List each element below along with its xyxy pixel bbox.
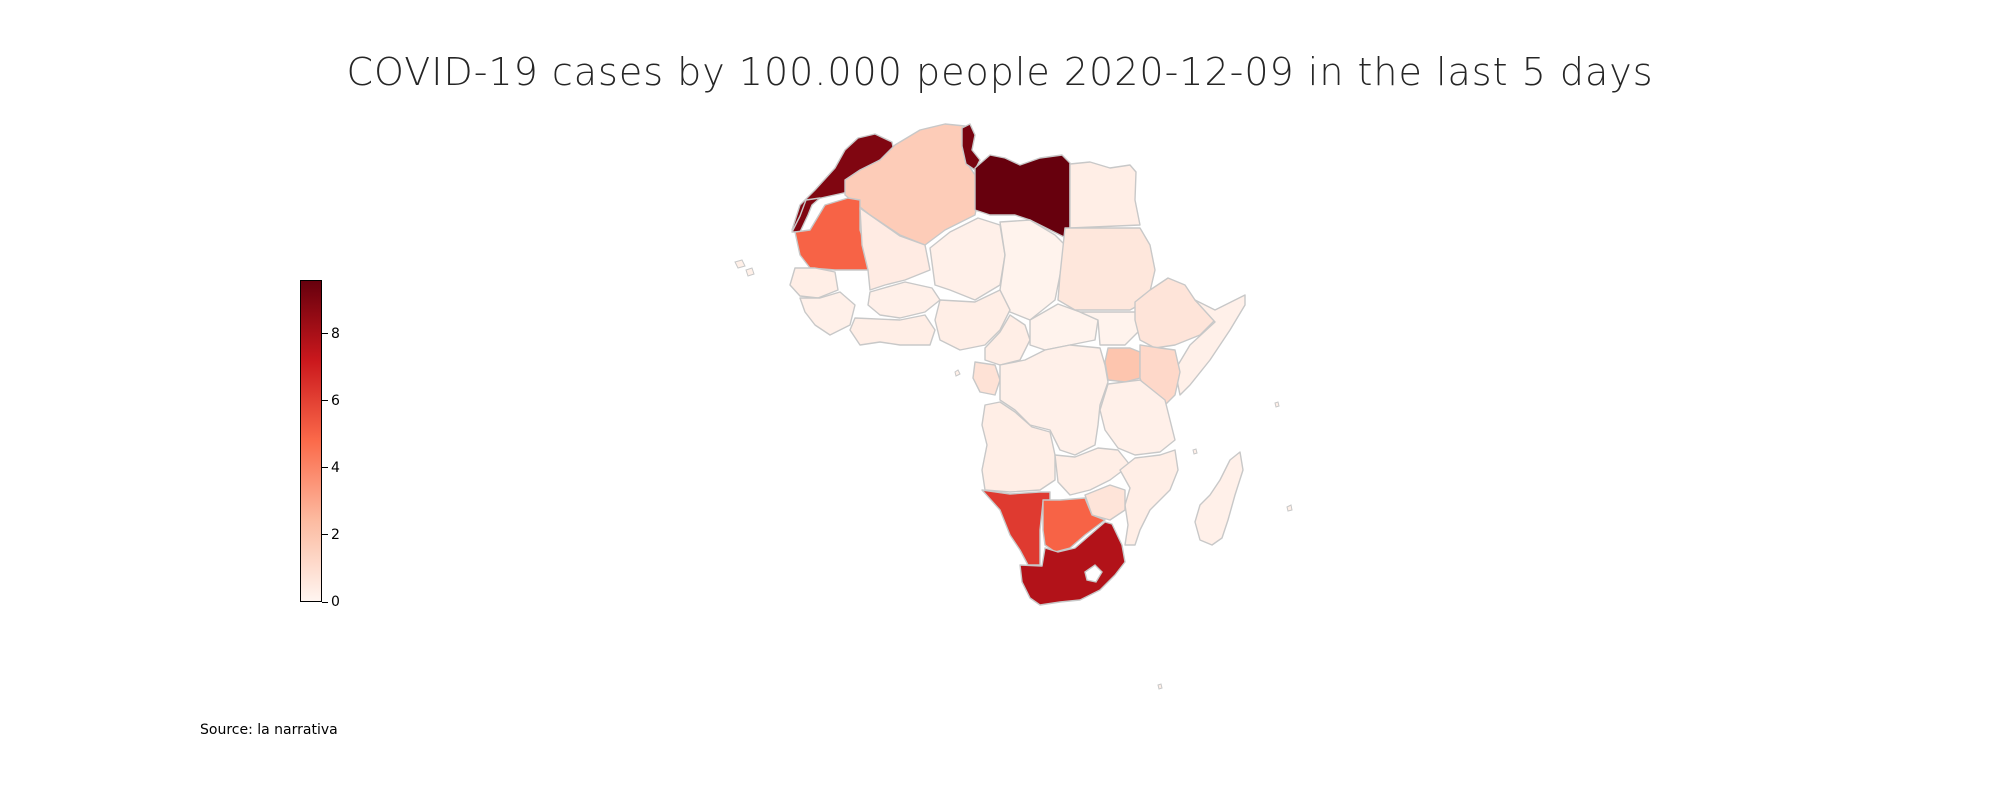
source-note: Source: la narrativa xyxy=(200,722,338,738)
colorbar-tick xyxy=(322,333,328,335)
country-mozambique[interactable] xyxy=(1119,449,1179,546)
country-western-sahara[interactable] xyxy=(791,197,821,233)
island-seychelles xyxy=(1274,401,1280,408)
map-title: COVID-19 cases by 100.000 people 2020-12… xyxy=(346,50,1654,94)
colorbar-tick xyxy=(322,400,328,402)
island-sao-tome xyxy=(954,369,961,377)
island-comoros xyxy=(1192,448,1198,455)
colorbar-tick-label: 6 xyxy=(331,392,340,409)
colorbar xyxy=(300,280,322,602)
country-central-african-republic[interactable] xyxy=(1029,303,1099,351)
country-lesotho[interactable] xyxy=(1084,564,1103,583)
colorbar-tick xyxy=(322,534,328,536)
country-burkina-faso[interactable] xyxy=(867,281,941,319)
country-gabon[interactable] xyxy=(972,361,1001,396)
country-mali[interactable] xyxy=(859,207,931,291)
country-egypt[interactable] xyxy=(1069,161,1141,229)
country-ghana[interactable] xyxy=(849,314,936,346)
country-guinea[interactable] xyxy=(799,291,856,336)
country-angola[interactable] xyxy=(981,401,1056,493)
country-chad[interactable] xyxy=(999,219,1066,321)
colorbar-tick xyxy=(322,601,328,603)
country-tanzania[interactable] xyxy=(1099,379,1176,456)
country-south-africa[interactable] xyxy=(1019,521,1126,606)
country-namibia[interactable] xyxy=(981,489,1051,566)
island-mauritius xyxy=(1286,504,1293,512)
colorbar-tick-label: 2 xyxy=(331,526,340,543)
country-uganda[interactable] xyxy=(1104,347,1141,383)
island-bouvet xyxy=(1157,683,1163,690)
country-zambia[interactable] xyxy=(1054,447,1131,496)
country-botswana[interactable] xyxy=(1042,497,1106,553)
colorbar-tick-label: 0 xyxy=(331,594,340,610)
country-somalia[interactable] xyxy=(1174,294,1246,396)
island-cape-verde xyxy=(734,259,755,277)
country-madagascar[interactable] xyxy=(1194,451,1244,546)
colorbar-tick-label: 4 xyxy=(331,459,340,476)
colorbar-tick xyxy=(322,467,328,469)
country-senegal[interactable] xyxy=(789,267,839,299)
country-south-sudan[interactable] xyxy=(1079,311,1141,346)
country-nigeria[interactable] xyxy=(934,289,1011,351)
colorbar-tick-label: 8 xyxy=(331,325,340,342)
country-ethiopia[interactable] xyxy=(1134,277,1216,349)
country-tunisia[interactable] xyxy=(961,123,981,171)
country-sudan[interactable] xyxy=(1057,227,1156,311)
